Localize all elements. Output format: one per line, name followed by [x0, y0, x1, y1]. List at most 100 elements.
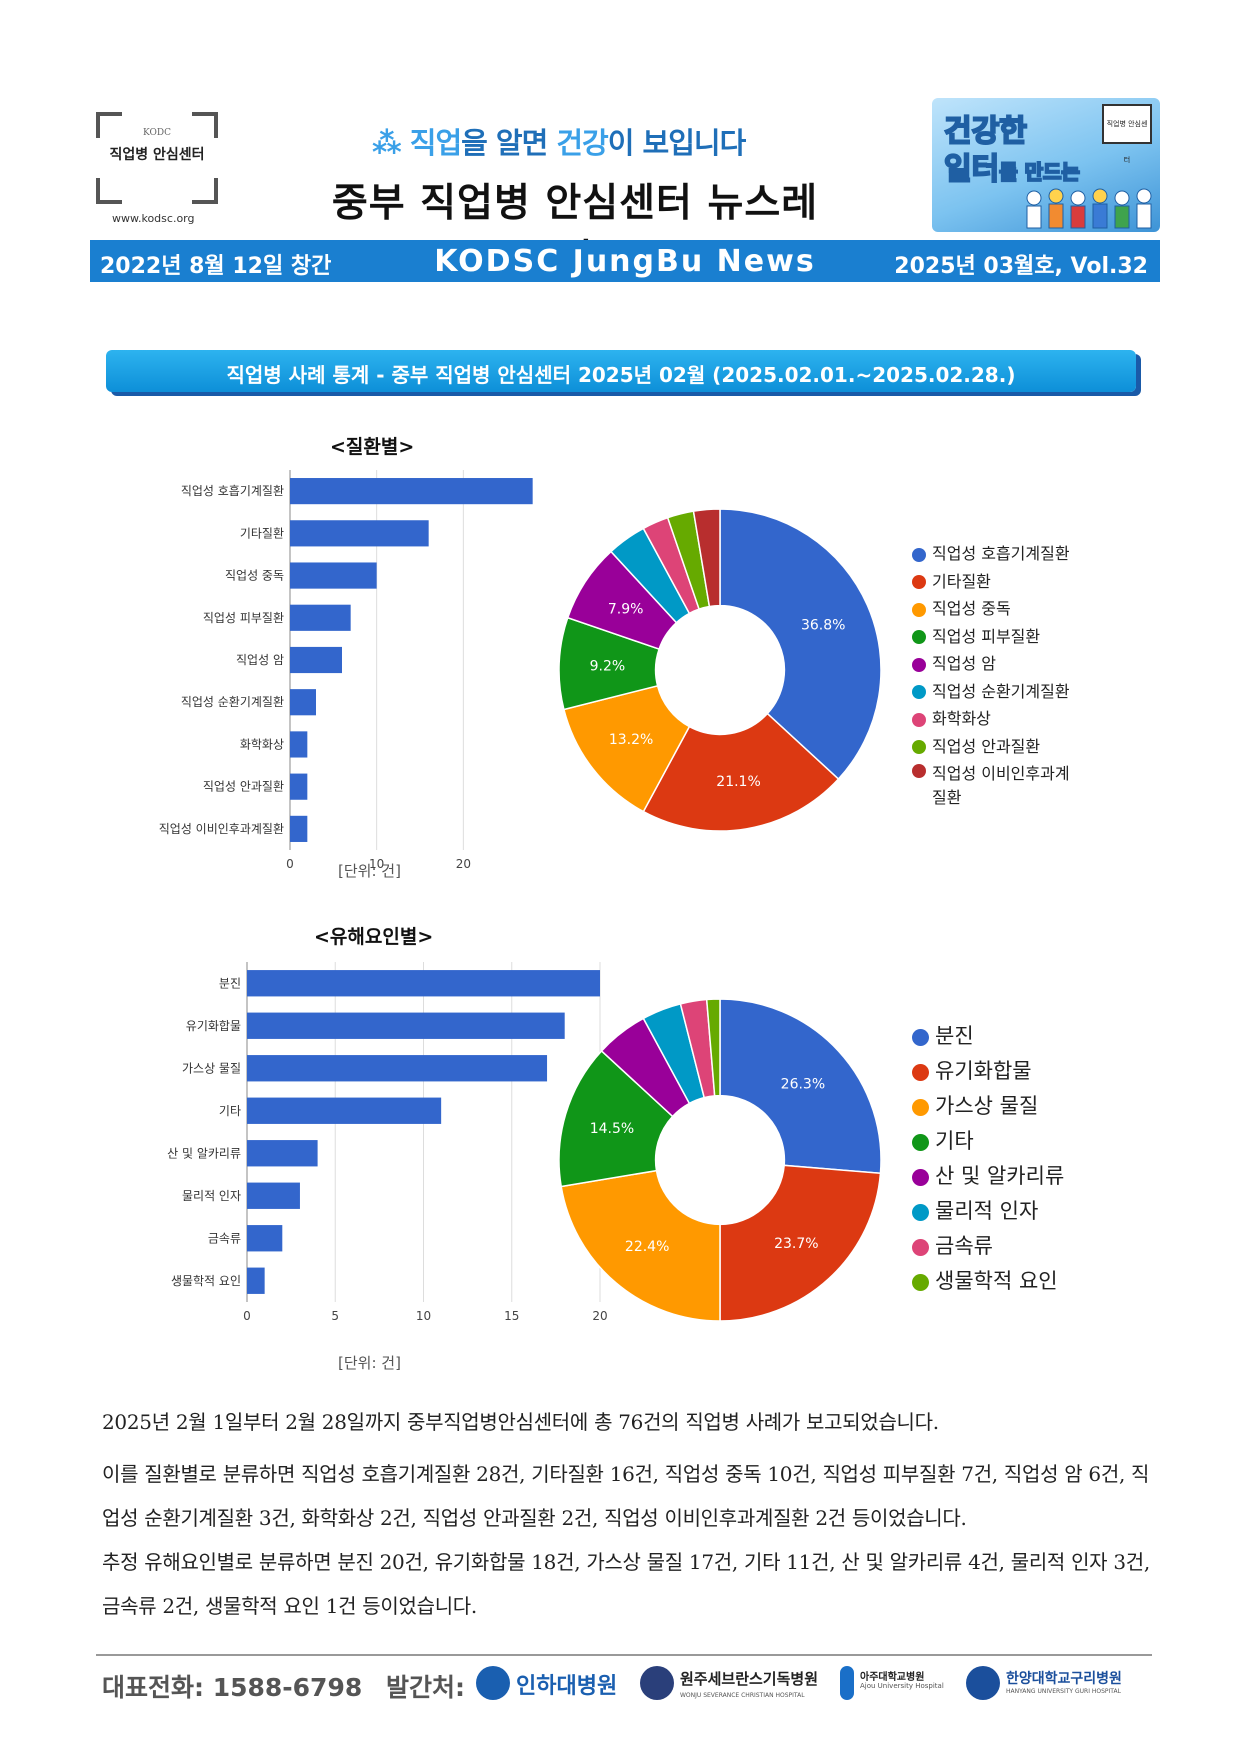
wonju-logo-icon: [640, 1666, 674, 1700]
hazard-donut-chart: 26.3% 23.7% 22.4% 14.5%: [558, 998, 882, 1322]
legend-label: 생물학적 요인: [935, 1269, 1058, 1293]
hospital-wonju: 원주세브란스기독병원 WONJU SEVERANCE CHRISTIAN HOS…: [640, 1664, 840, 1704]
slogan-word-health: 건강: [556, 126, 608, 160]
bar: [247, 1225, 283, 1252]
footer-publisher-label: 발간처:: [386, 1673, 465, 1702]
legend-label: 가스상 물질: [935, 1094, 1039, 1118]
hazard-bar-unit: [단위: 건]: [338, 1354, 401, 1372]
bar: [247, 1182, 300, 1209]
bar: [290, 520, 429, 547]
bar: [290, 731, 308, 758]
category-label: 생물학적 요인: [171, 1274, 241, 1288]
x-tick-label: 0: [286, 857, 294, 871]
summary-paragraph-total: 2025년 2월 1일부터 2월 28일까지 중부직업병안심센터에 총 76건의…: [102, 1410, 939, 1434]
slice-label: 23.7%: [774, 1236, 818, 1252]
masthead-banner: 2022년 8월 12일 창간 KODSC JungBu News 2025년 …: [90, 240, 1160, 282]
chart-title-hazard: <유해요인별>: [314, 926, 434, 948]
badge-line2-word: 일터: [943, 151, 1000, 188]
legend-item: 기타질환: [912, 568, 991, 592]
legend-item: 물리적 인자: [912, 1195, 1038, 1225]
legend-swatch: [912, 547, 926, 562]
legend-swatch: [912, 657, 926, 672]
legend-label: 직업성 이비인후과계 질환: [932, 764, 1070, 807]
hospital-inha: 인하대병원: [476, 1664, 636, 1704]
legend-label: 물리적 인자: [935, 1199, 1039, 1223]
hospital-name: 원주세브란스기독병원: [680, 1670, 819, 1688]
section-title: 직업병 사례 통계 - 중부 직업병 안심센터 2025년 02월 (2025.…: [226, 363, 1016, 387]
issue-number: 2025년 03월호, Vol.32: [894, 254, 1148, 279]
bar: [247, 1012, 565, 1039]
bar: [247, 1055, 548, 1082]
legend-swatch: [912, 712, 926, 727]
donut-slice: [719, 998, 882, 1175]
legend-label: 직업성 암: [932, 654, 996, 673]
slice-label: 21.1%: [716, 774, 760, 790]
slogan: ⁂ 직업을 알면 건강이 보입니다: [372, 126, 746, 160]
logo-kodc-text: KODC: [143, 128, 171, 138]
newsletter-english-title: KODSC JungBu News: [434, 244, 816, 279]
legend-swatch: [912, 1133, 929, 1151]
slogan-end: 이 보입니다: [607, 126, 746, 160]
legend-item: 기타: [912, 1125, 974, 1155]
legend-item: 가스상 물질: [912, 1090, 1038, 1120]
legend-label: 산 및 알카리류: [935, 1164, 1065, 1188]
legend-item: 분진: [912, 1020, 974, 1050]
legend-item: 직업성 암: [912, 650, 996, 674]
slogan-word-job: 직업: [409, 126, 462, 160]
footer-phone: 대표전화: 1588-6798: [102, 1673, 363, 1702]
category-label: 직업성 호흡기계질환: [181, 484, 284, 498]
legend-swatch: [912, 1098, 929, 1116]
hospital-sub: HANYANG UNIVERSITY GURI HOSPITAL: [1006, 1688, 1121, 1695]
legend-label: 유기화합물: [935, 1059, 1032, 1083]
donut-slice: [560, 1169, 721, 1322]
slice-label: 36.8%: [801, 618, 845, 634]
x-tick-label: 20: [456, 857, 471, 871]
bar: [247, 970, 600, 997]
slice-label: 7.9%: [608, 601, 644, 617]
bar: [247, 1267, 265, 1294]
category-label: 화학화상: [240, 737, 284, 751]
legend-item: 직업성 피부질환: [912, 623, 1040, 647]
slice-label: 22.4%: [625, 1239, 669, 1255]
hospital-hanyang: 한양대학교구리병원 HANYANG UNIVERSITY GURI HOSPIT…: [966, 1664, 1156, 1704]
x-tick-label: 15: [504, 1309, 519, 1323]
legend-label: 금속류: [935, 1234, 993, 1258]
legend-swatch: [912, 1028, 929, 1046]
donut-slice: [705, 998, 721, 1097]
disease-donut-legend: 직업성 호흡기계질환 기타질환 직업성 중독 직업성 피부질환 직업성 암 직업성 순환기…: [912, 540, 1112, 820]
bar: [290, 773, 308, 800]
legend-swatch: [912, 1273, 929, 1291]
x-tick-label: 10: [369, 857, 384, 871]
x-tick-label: 20: [592, 1309, 607, 1323]
donut-slice: [719, 1164, 882, 1322]
legend-item: 직업성 안과질환: [912, 733, 1040, 757]
slice-label: 9.2%: [590, 658, 626, 674]
legend-item: 직업성 이비인후과계 질환: [912, 760, 1082, 808]
kodc-logo: KODC 직업병 안심센터: [96, 112, 218, 204]
hanyang-logo-icon: [966, 1666, 1000, 1700]
founding-date: 2022년 8월 12일 창간: [100, 254, 332, 279]
legend-swatch: [912, 630, 926, 644]
bar: [290, 562, 377, 589]
hospital-name: 인하대병원: [516, 1674, 618, 1699]
healthy-workplace-badge: 건강한 일터를 만드는 직업병 안심센터: [932, 98, 1160, 232]
disease-donut-chart: 36.8% 21.1% 13.2% 9.2% 7.9%: [558, 508, 882, 832]
donut-slice: [692, 508, 721, 608]
x-tick-label: 5: [331, 1309, 339, 1323]
legend-label: 분진: [935, 1024, 974, 1048]
legend-label: 기타질환: [932, 571, 991, 591]
legend-item: 산 및 알카리류: [912, 1160, 1064, 1190]
legend-swatch: [912, 1203, 929, 1221]
donut-slice: [558, 1049, 674, 1188]
section-header: 직업병 사례 통계 - 중부 직업병 안심센터 2025년 02월 (2025.…: [106, 350, 1136, 392]
category-label: 기타질환: [240, 526, 284, 540]
category-label: 직업성 안과질환: [203, 780, 284, 794]
inha-logo-icon: [476, 1666, 510, 1700]
hospital-name: 한양대학교구리병원: [1006, 1671, 1122, 1687]
legend-swatch: [912, 1168, 929, 1186]
legend-item: 화학화상: [912, 705, 991, 729]
legend-item: 직업성 순환기계질환: [912, 678, 1070, 702]
category-label: 물리적 인자: [182, 1189, 241, 1203]
category-label: 직업성 피부질환: [203, 611, 284, 625]
